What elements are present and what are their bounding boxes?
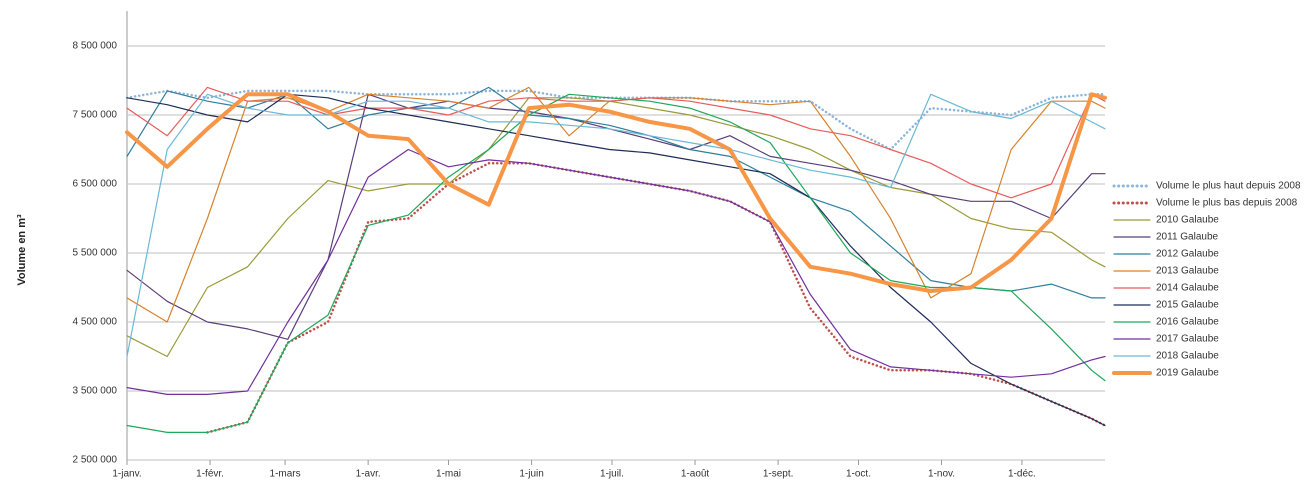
x-tick-label: 1-avr. [356,469,381,480]
y-tick-label: 4 500 000 [73,317,118,328]
legend-label: 2017 Galaube [1156,334,1219,345]
legend-label: Volume le plus bas depuis 2008 [1156,198,1298,209]
x-tick-label: 1-oct. [846,469,871,480]
series-line [206,162,1107,434]
y-tick-label: 7 500 000 [73,110,118,121]
x-tick-label: 1-févr. [196,469,224,480]
series-line [126,93,1106,433]
x-tick-label: 1-janv. [112,469,141,480]
x-tick-label: 1-sept. [763,469,794,480]
y-tick-label: 3 500 000 [73,386,118,397]
x-tick-label: 1-nov. [928,469,955,480]
legend-label: 2018 Galaube [1156,351,1219,362]
y-tick-label: 2 500 000 [73,455,118,466]
y-tick-label: 5 500 000 [73,248,118,259]
series-line [126,93,1106,427]
series-line [126,93,1106,358]
legend-label: 2010 Galaube [1156,215,1219,226]
legend-label: 2019 Galaube [1156,368,1219,379]
legend-label: 2012 Galaube [1156,249,1219,260]
legend-label: 2016 Galaube [1156,317,1219,328]
legend-label: 2015 Galaube [1156,300,1219,311]
x-tick-label: 1-juil. [600,469,624,480]
y-axis-label: Volume en m³ [16,214,28,286]
series-line [126,86,1106,299]
x-tick-label: 1-mars [270,469,301,480]
legend-label: 2011 Galaube [1156,232,1219,243]
series-line [126,97,1106,358]
series-line [126,148,1106,395]
series-line [125,89,1107,151]
legend-label: 2013 Galaube [1156,266,1219,277]
legend-label: 2014 Galaube [1156,283,1219,294]
x-tick-label: 1-juin [519,469,543,480]
y-tick-label: 6 500 000 [73,179,118,190]
y-tick-label: 8 500 000 [73,41,118,52]
x-tick-label: 1-août [681,469,710,480]
series-line [125,92,1107,293]
legend-label: Volume le plus haut depuis 2008 [1156,181,1301,192]
x-tick-label: 1-mai [436,469,461,480]
series-line [126,93,1106,340]
x-tick-label: 1-déc. [1008,469,1036,480]
